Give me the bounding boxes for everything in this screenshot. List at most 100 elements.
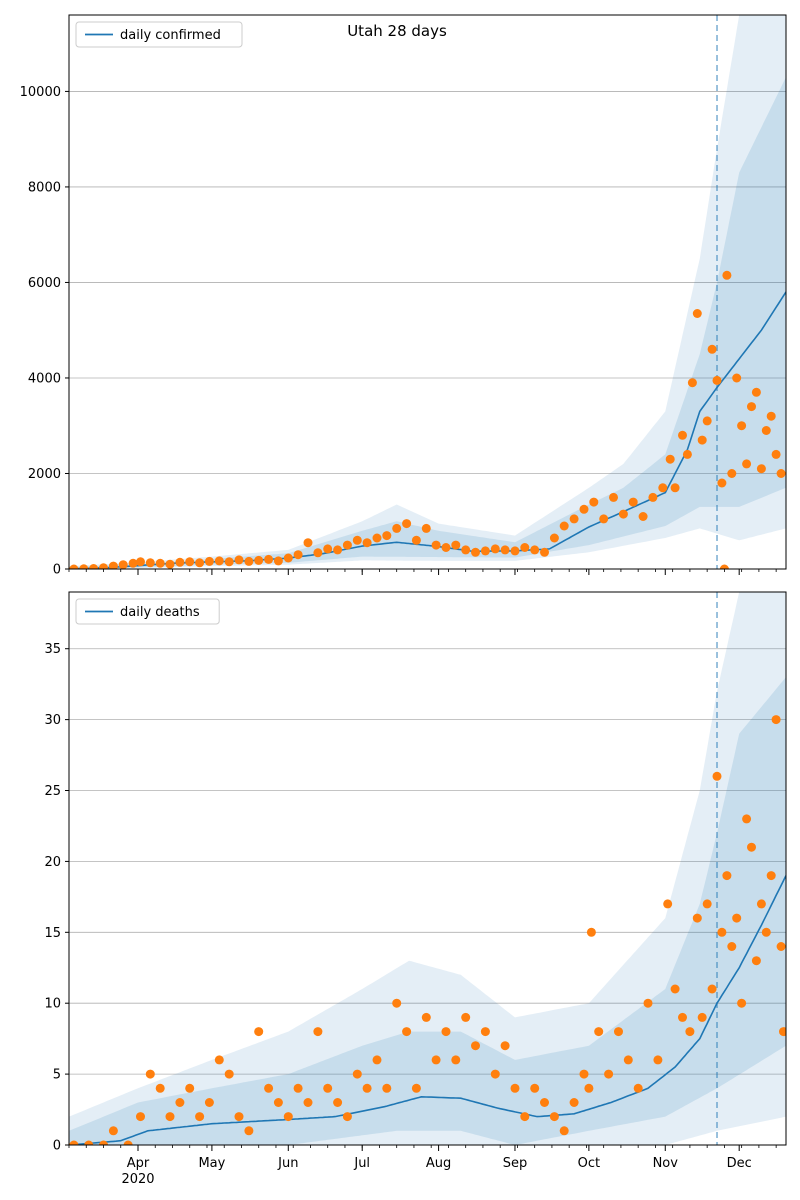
legend: daily confirmed [75, 21, 243, 48]
observed-point [313, 548, 323, 558]
observed-point [670, 483, 680, 493]
observed-point [766, 871, 776, 881]
observed-point [402, 1027, 412, 1037]
y-tick-label: 6000 [28, 276, 61, 291]
observed-point [136, 557, 145, 567]
observed-point [224, 557, 234, 567]
observed-point [333, 1098, 343, 1107]
observed-point [352, 1069, 362, 1079]
observed-point [372, 533, 382, 543]
observed-point [461, 1012, 471, 1022]
observed-point [756, 899, 766, 909]
observed-point [165, 1112, 175, 1122]
observed-point [702, 416, 712, 426]
observed-point [678, 1012, 687, 1022]
observed-point [665, 454, 675, 464]
observed-point [293, 1083, 303, 1093]
observed-point [530, 1083, 540, 1093]
observed-point [155, 558, 165, 568]
observed-point [638, 512, 648, 521]
plot-area [69, 592, 786, 1145]
observed-point [79, 564, 89, 569]
y-tick-label: 15 [44, 926, 61, 941]
observed-point [717, 478, 727, 488]
observed-point [451, 540, 461, 550]
observed-point [69, 1140, 79, 1145]
observed-point [702, 899, 712, 909]
observed-point [451, 1055, 461, 1065]
observed-point [264, 554, 274, 564]
observed-point [549, 533, 559, 543]
observed-point [692, 913, 702, 923]
y-tick-label: 10 [44, 997, 61, 1012]
observed-point [594, 1027, 604, 1037]
observed-point [244, 1126, 254, 1136]
observed-point [323, 544, 333, 554]
x-tick-label: Apr [127, 1156, 150, 1171]
axes-frame [68, 14, 787, 570]
x-tick-label: Dec [727, 1156, 752, 1171]
y-tick-label: 30 [44, 713, 61, 728]
observed-point [123, 1140, 133, 1145]
observed-point [362, 538, 372, 548]
observed-point [214, 1055, 224, 1065]
observed-point [719, 564, 729, 569]
observed-point [653, 1055, 663, 1065]
x-axis-labels: 2020 [121, 1172, 154, 1187]
y-tick-label: 10000 [20, 85, 61, 100]
observed-point [372, 1055, 382, 1065]
observed-point [461, 545, 471, 555]
observed-point [214, 556, 224, 566]
observed-point [392, 998, 402, 1008]
observed-point [670, 984, 680, 994]
observed-point [779, 1027, 786, 1037]
x-tick-label: Oct [578, 1156, 600, 1171]
x-tick-label: May [198, 1156, 225, 1171]
observed-point [712, 375, 722, 385]
observed-point [530, 545, 540, 555]
legend-label: daily confirmed [120, 28, 221, 43]
x-tick-label: Jul [353, 1156, 370, 1171]
observed-point [771, 715, 781, 725]
observed-point [145, 1069, 155, 1079]
observed-point [643, 998, 653, 1008]
observed-point [411, 535, 421, 545]
observed-point [540, 547, 549, 557]
observed-point [342, 1112, 352, 1122]
observed-point [441, 543, 451, 552]
observed-point [224, 1069, 234, 1079]
observed-point [761, 426, 771, 435]
observed-point [510, 546, 520, 556]
observed-point [692, 309, 702, 318]
deaths-chart-panel: 0 5 10 15 20 25 30 35 Apr May Jun Jul Aug Sep Oct Nov De… [44, 591, 787, 1171]
observed-point [579, 1069, 589, 1079]
observed-point [732, 913, 742, 923]
observed-point [761, 927, 771, 937]
y-tick-label: 0 [53, 1139, 61, 1154]
observed-point [520, 543, 530, 552]
observed-point [136, 1112, 145, 1122]
observed-point [599, 514, 609, 524]
x-tick-label: Nov [653, 1156, 679, 1171]
observed-point [382, 531, 392, 541]
observed-point [273, 556, 283, 566]
observed-point [776, 469, 786, 478]
observed-point [751, 387, 761, 397]
observed-point [687, 378, 697, 388]
observed-point [658, 483, 668, 493]
observed-point [685, 1027, 695, 1037]
observed-point [333, 545, 343, 555]
observed-point [732, 373, 742, 383]
y-tick-label: 5 [53, 1068, 61, 1083]
confidence-band-inner [69, 677, 786, 1145]
observed-point [99, 563, 108, 569]
confidence-band-inner [69, 77, 786, 569]
model-line [69, 875, 786, 1145]
observed-point [441, 1027, 451, 1037]
observed-point [293, 550, 303, 560]
observed-point [742, 814, 752, 824]
x-tick-label: Jun [277, 1156, 298, 1171]
observed-point [244, 556, 254, 566]
observed-point [254, 555, 264, 565]
observed-point [722, 270, 732, 280]
